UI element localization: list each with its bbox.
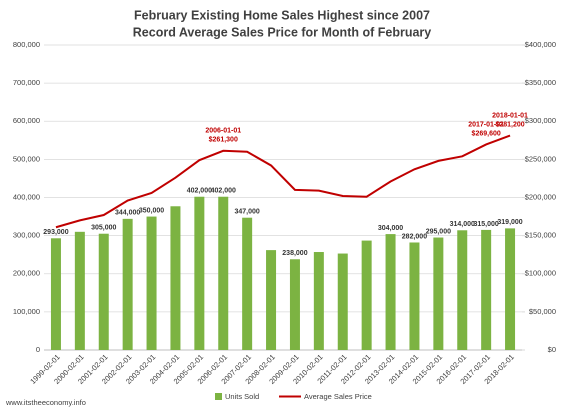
bar — [289, 259, 300, 350]
y-tick-label: 400,000 — [13, 192, 40, 201]
y2-tick-label: $250,000 — [525, 154, 556, 163]
y2-tick-label: $100,000 — [525, 269, 556, 278]
point-date-label: 2018-01-01 — [492, 112, 528, 119]
chart-title: February Existing Home Sales Highest sin… — [134, 8, 430, 22]
data-label: 305,000 — [91, 225, 116, 232]
bar — [433, 237, 444, 350]
data-label: 238,000 — [282, 250, 307, 257]
bar — [457, 230, 468, 350]
legend-label: Units Sold — [225, 392, 259, 401]
data-label: 293,000 — [43, 229, 68, 236]
data-label: 402,000 — [187, 188, 212, 195]
source: www.itstheeconomy.info — [5, 398, 86, 407]
bar — [194, 196, 205, 350]
data-label: 314,000 — [450, 221, 475, 228]
data-label: 347,000 — [234, 209, 259, 216]
point-label: $269,600 — [472, 130, 501, 137]
bar — [266, 250, 277, 350]
y2-tick-label: $0 — [548, 345, 556, 354]
y-tick-label: 200,000 — [13, 269, 40, 278]
point-date-label: 2006-01-01 — [205, 128, 241, 135]
bar — [313, 252, 324, 350]
data-label: 344,000 — [115, 210, 140, 217]
bar — [385, 234, 396, 350]
y-tick-label: 300,000 — [13, 231, 40, 240]
point-label: $281,200 — [495, 121, 524, 128]
y-tick-label: 500,000 — [13, 154, 40, 163]
y2-tick-label: $400,000 — [525, 40, 556, 49]
point-label: $261,300 — [209, 137, 238, 144]
bar — [481, 229, 492, 350]
chart-subtitle: Record Average Sales Price for Month of … — [133, 25, 432, 39]
y-tick-label: 0 — [36, 345, 40, 354]
y2-tick-label: $150,000 — [525, 231, 556, 240]
y-tick-label: 700,000 — [13, 78, 40, 87]
data-label: 402,000 — [211, 188, 236, 195]
bar — [146, 216, 157, 350]
bar — [74, 231, 85, 350]
y2-tick-label: $200,000 — [525, 192, 556, 201]
data-label: 282,000 — [402, 233, 427, 240]
point-date-label: 2017-01-01 — [468, 121, 504, 128]
legend-swatch — [215, 393, 222, 400]
y-tick-label: 800,000 — [13, 40, 40, 49]
bar — [505, 228, 516, 350]
y-tick-label: 100,000 — [13, 307, 40, 316]
y2-tick-label: $300,000 — [525, 116, 556, 125]
bar — [361, 240, 372, 350]
price-line — [55, 134, 511, 229]
y-tick-label: 600,000 — [13, 116, 40, 125]
bar — [409, 242, 420, 350]
data-label: 304,000 — [378, 225, 403, 232]
y2-tick-label: $50,000 — [529, 307, 556, 316]
bar — [98, 233, 109, 350]
bar — [122, 218, 133, 350]
bar — [242, 217, 253, 350]
data-label: 319,000 — [497, 219, 522, 226]
y2-tick-label: $350,000 — [525, 78, 556, 87]
data-label: 350,000 — [139, 207, 164, 214]
bar — [170, 206, 181, 350]
bar — [218, 196, 229, 350]
data-label: 295,000 — [426, 228, 451, 235]
bar — [337, 253, 348, 350]
legend-label: Average Sales Price — [304, 392, 372, 401]
bar — [50, 238, 61, 350]
data-label: 315,000 — [473, 221, 498, 228]
